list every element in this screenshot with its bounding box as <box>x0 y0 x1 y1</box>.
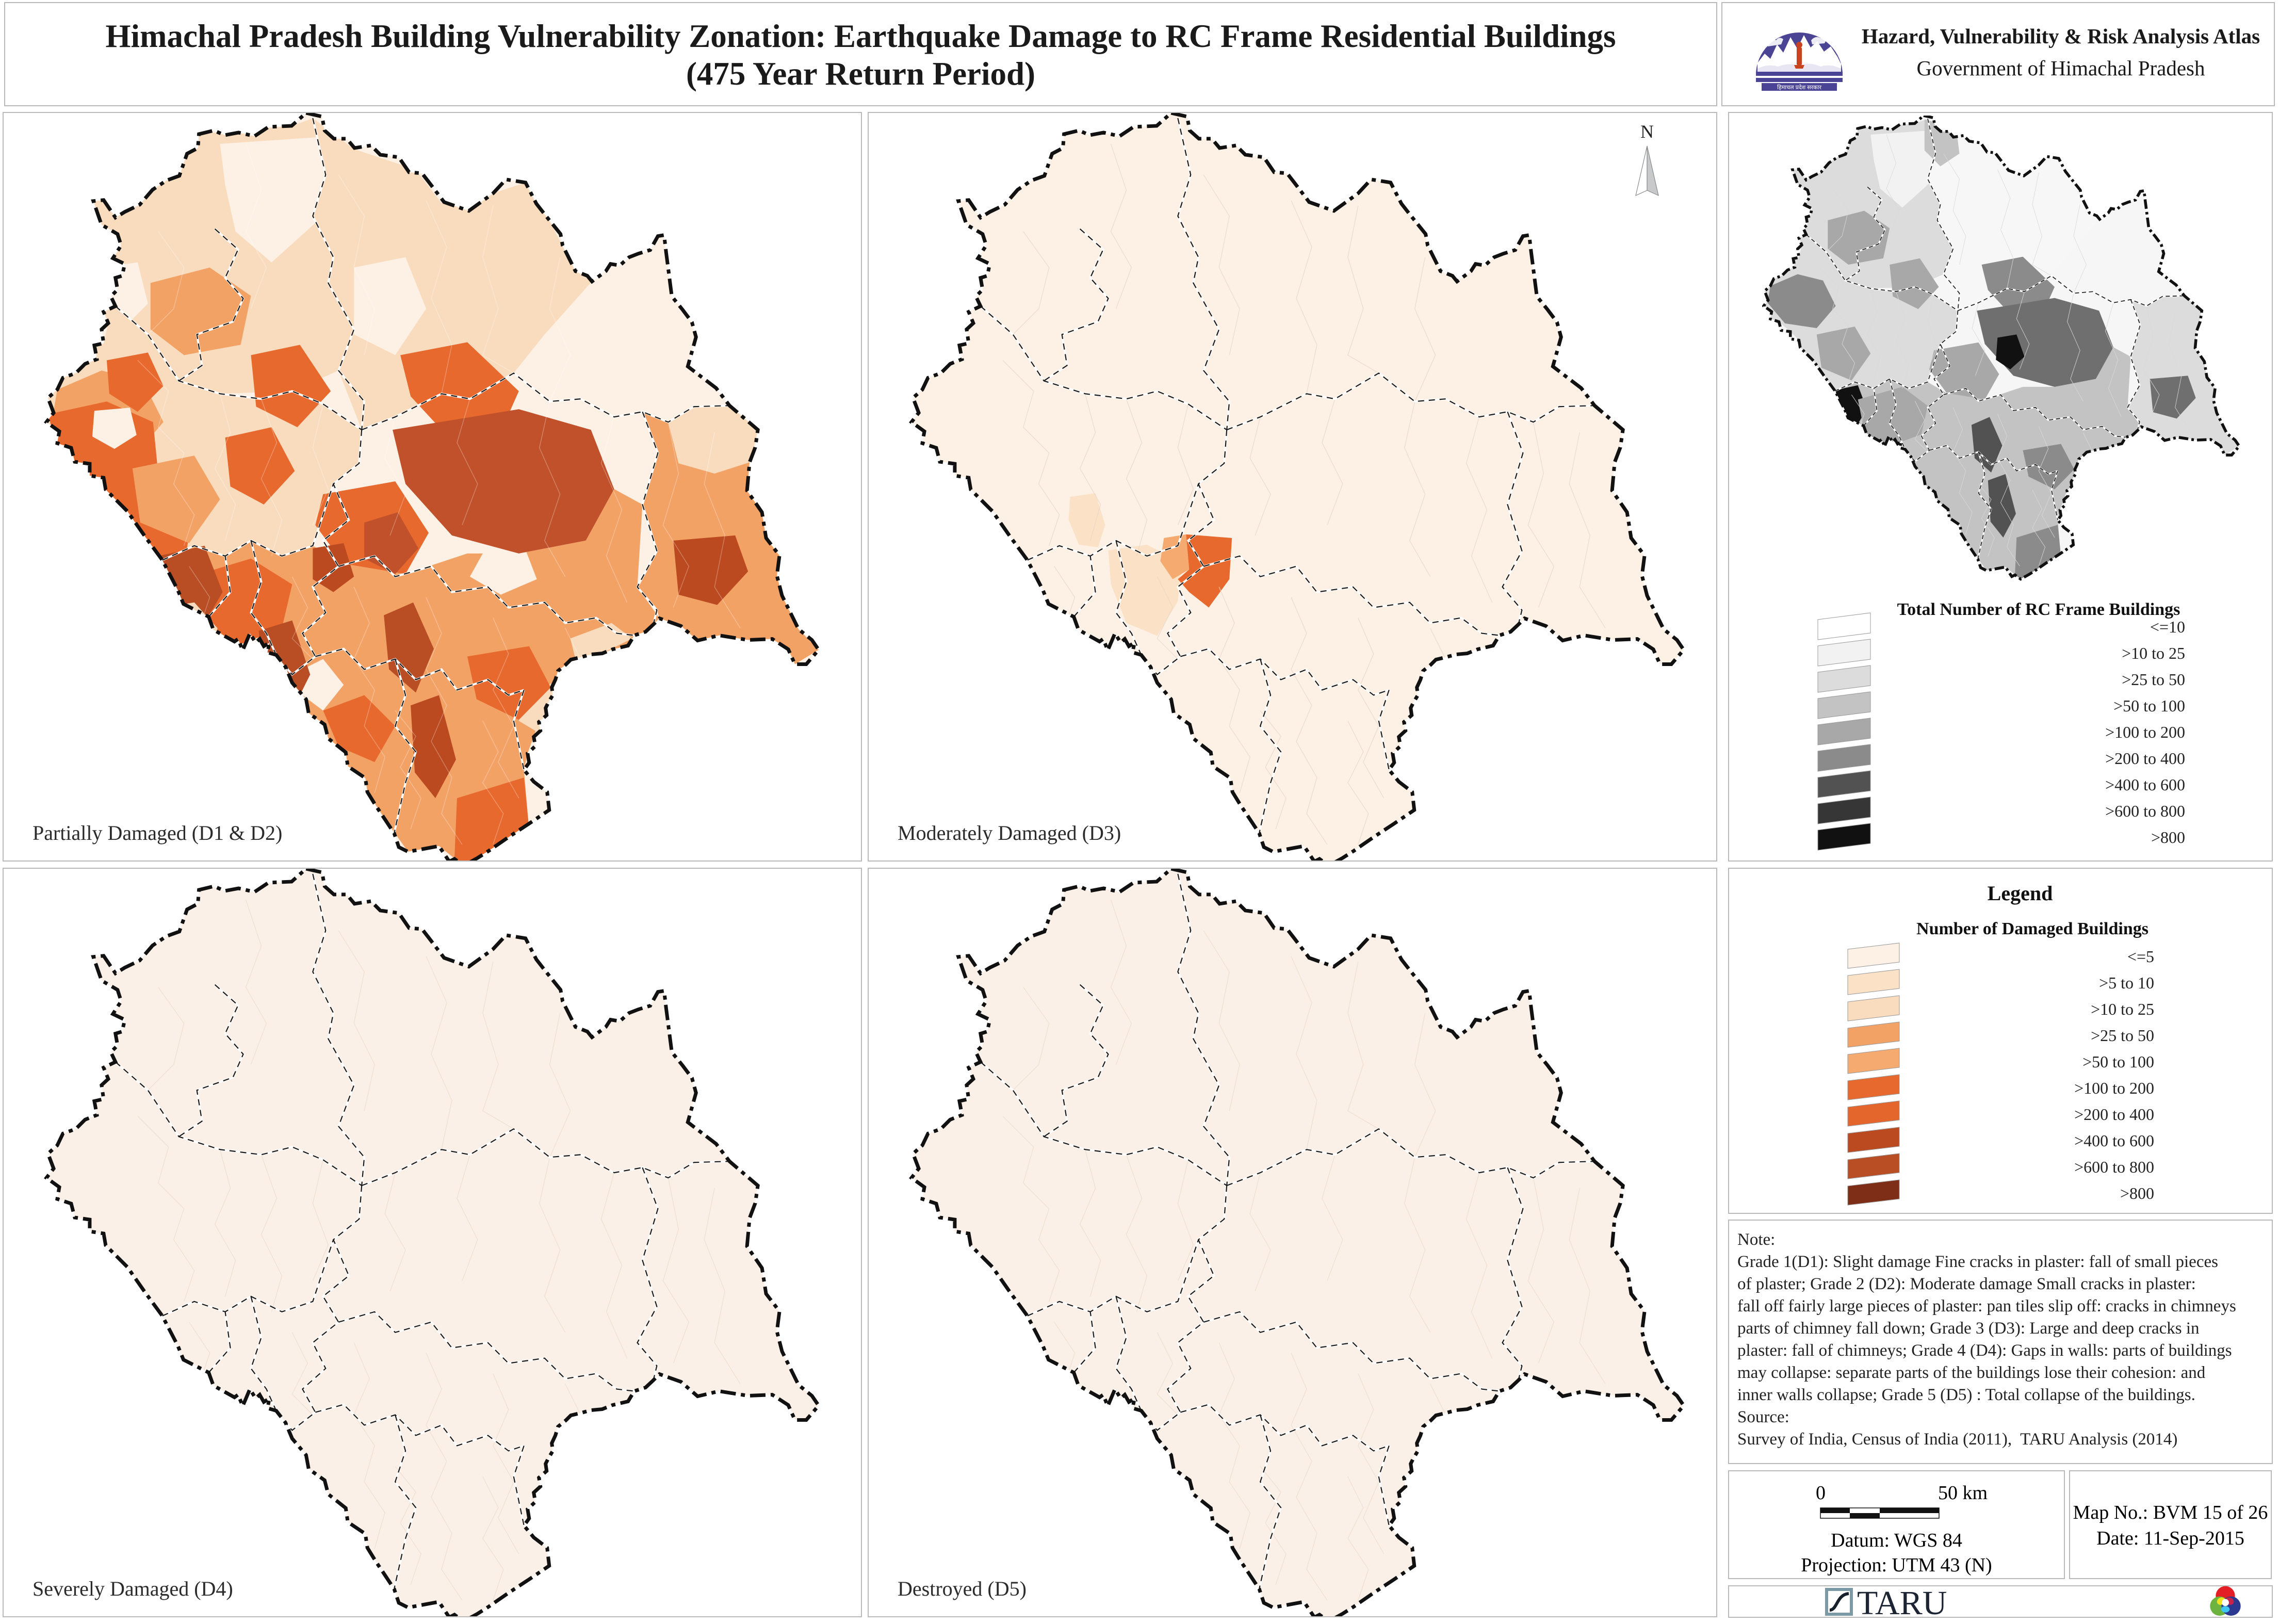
svg-text:TARU: TARU <box>1857 1585 1947 1618</box>
svg-text:N: N <box>1640 121 1654 142</box>
svg-text:हिमाचल प्रदेश सरकार: हिमाचल प्रदेश सरकार <box>1777 84 1821 91</box>
